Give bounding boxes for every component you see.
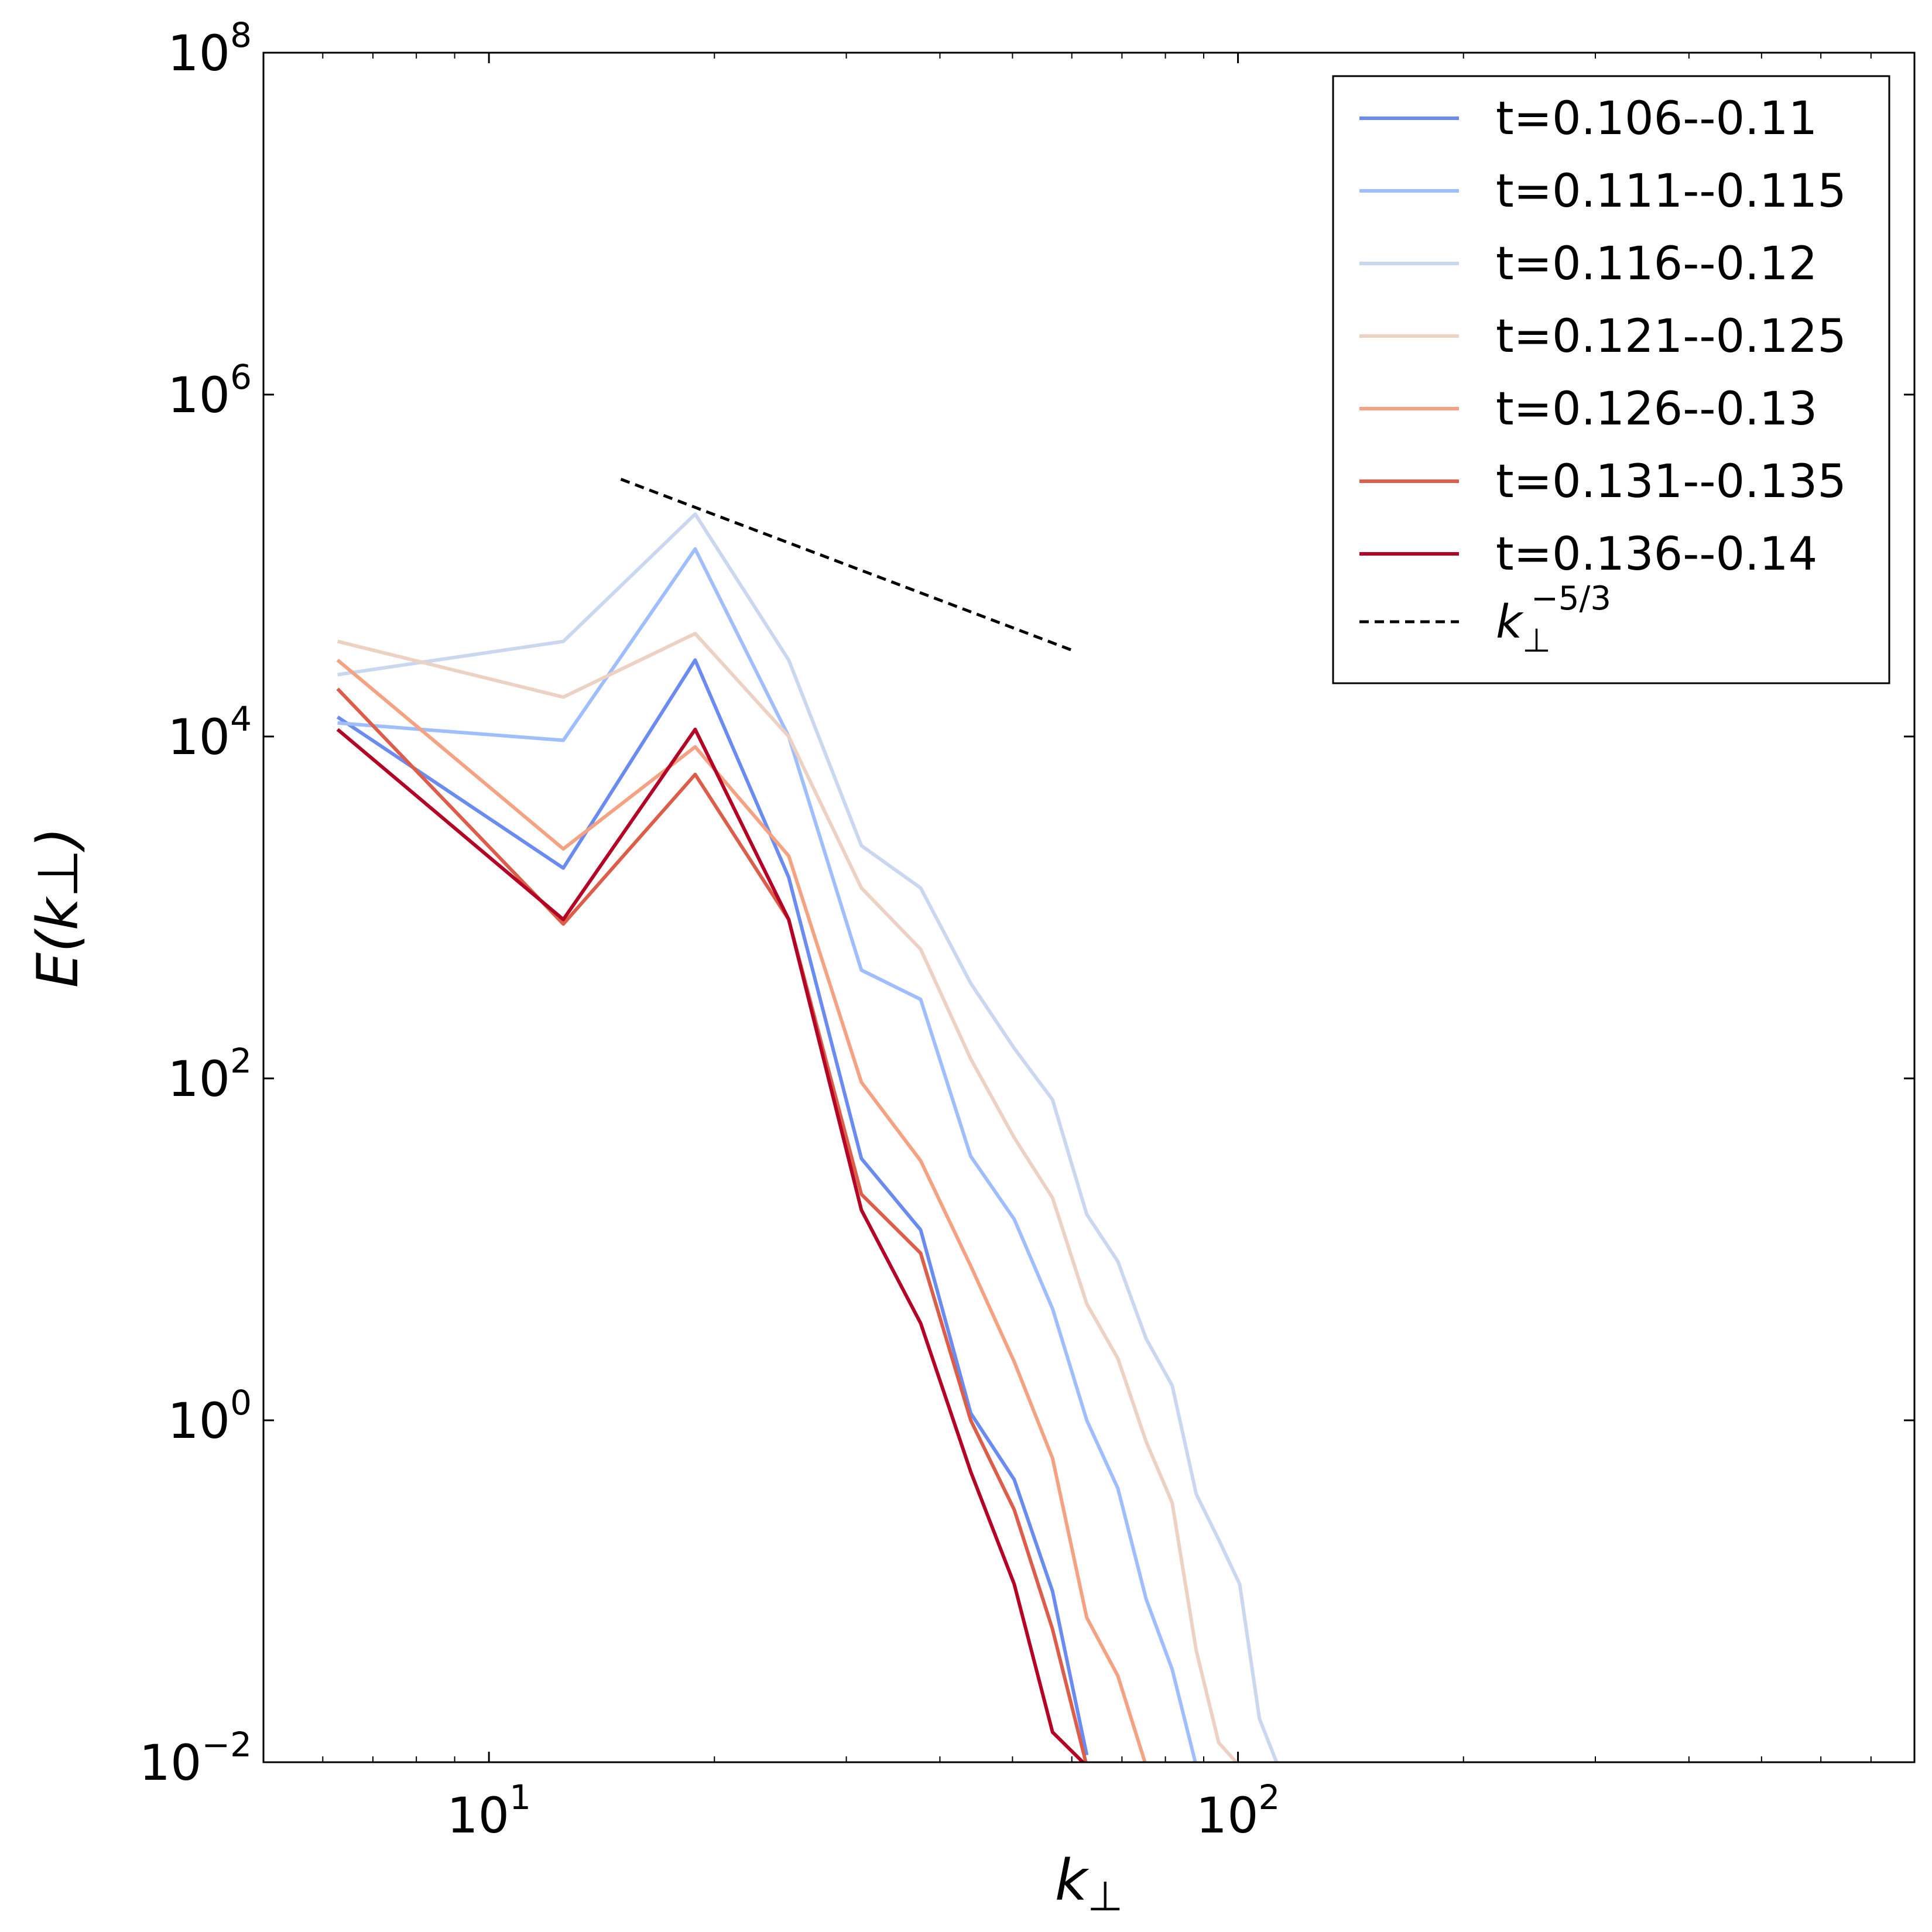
series-line-7: [336, 727, 1085, 1762]
legend-frame: [1332, 75, 1890, 684]
series-lines: [336, 512, 1279, 1762]
y-tick-label: 102: [167, 1041, 252, 1108]
y-tick-labels: 10−2 100 102 104 106 108: [139, 15, 252, 1791]
plot-frame: [262, 52, 1916, 1763]
legend-label: t=0.111--0.115: [1496, 165, 1847, 218]
y-tick-label: 108: [167, 15, 252, 82]
legend-label: t=0.106--0.11: [1496, 93, 1817, 145]
series-line-2: [337, 547, 1197, 1762]
minor-ticks: [263, 53, 1915, 1762]
x-tick-label: 101: [447, 1777, 531, 1844]
legend-label: t=0.126--0.13: [1496, 383, 1817, 436]
legend-label: t=0.121--0.125: [1496, 310, 1847, 363]
series-line-6: [336, 687, 1088, 1762]
reference-line: [620, 478, 1073, 652]
legend-label: t=0.131--0.135: [1496, 455, 1847, 508]
y-tick-label: 10−2: [139, 1725, 252, 1791]
legend-label: t=0.116--0.12: [1496, 238, 1817, 290]
y-tick-label: 100: [167, 1383, 252, 1450]
series-line-3: [337, 512, 1279, 1762]
legend: t=0.106--0.11 t=0.111--0.115 t=0.116--0.12…: [1332, 75, 1890, 684]
x-axis-title: k⊥: [1055, 1848, 1123, 1920]
legend-label: t=0.136--0.14: [1496, 528, 1817, 581]
y-axis-title: E(k⊥): [25, 827, 91, 988]
series-line-4: [337, 632, 1239, 1762]
reference-line-group: [620, 478, 1073, 652]
y-tick-label: 106: [167, 357, 252, 424]
x-tick-labels: 101 102: [447, 1777, 1280, 1844]
series-line-1: [336, 658, 1089, 1756]
x-tick-label: 102: [1196, 1777, 1280, 1844]
legend-label-reference: k⊥−5/3: [1496, 580, 1611, 660]
y-tick-label: 104: [167, 699, 252, 766]
